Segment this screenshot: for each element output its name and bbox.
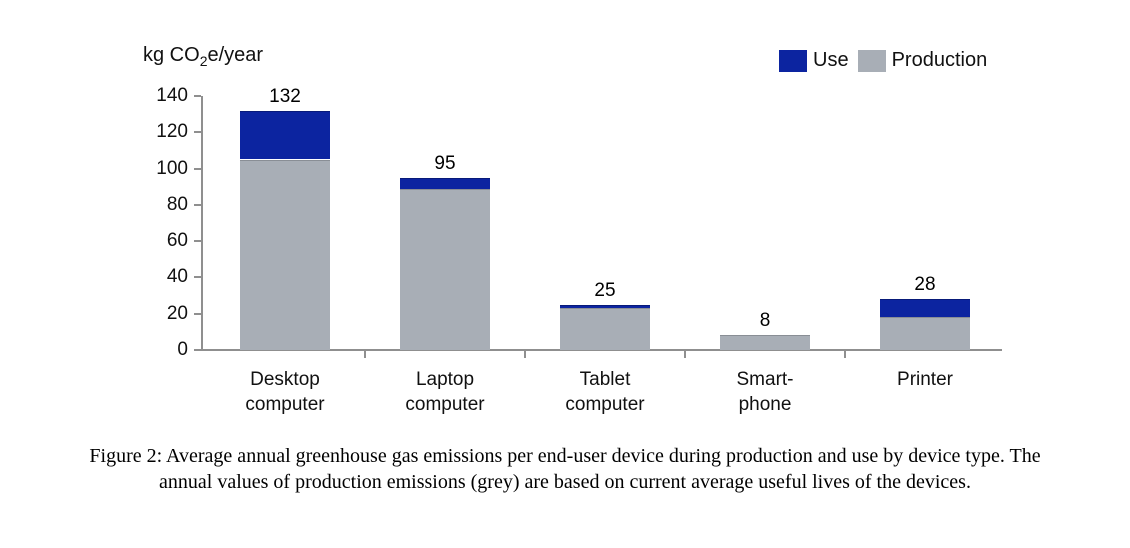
bar-segment-production [720, 335, 810, 350]
bar-segment-use [240, 110, 330, 160]
y-tick-label: 40 [166, 266, 188, 288]
x-tick-mark [364, 351, 366, 358]
category-label: Smart-phone [685, 367, 845, 417]
y-tick-label: 140 [156, 85, 188, 106]
category-label: Tablet computer [525, 367, 685, 417]
category-label-line: Smart- [736, 369, 794, 390]
y-tick-label: 120 [156, 121, 188, 143]
y-tick-mark [194, 167, 201, 170]
y-axis-title: kg CO2e/year [143, 44, 263, 69]
y-tick-label: 60 [166, 230, 188, 252]
bar-value-label: 95 [434, 152, 456, 174]
y-tick-mark [194, 131, 201, 134]
category-label: Desktop computer [205, 367, 365, 417]
y-tick-label: 20 [166, 302, 188, 324]
x-tick-mark [844, 351, 846, 358]
y-tick-mark [194, 312, 201, 315]
category-label: Laptop computer [365, 367, 525, 417]
figure-caption: Figure 2: Average annual greenhouse gas … [0, 443, 1130, 495]
category-label: Printer [845, 367, 1005, 392]
category-label-line: computer [245, 394, 325, 415]
bar-segment-production [880, 317, 970, 350]
y-axis-line [201, 96, 203, 351]
bar-value-label: 8 [759, 310, 771, 332]
y-tick-label: 0 [177, 339, 188, 360]
bar-segment-use [880, 299, 970, 318]
bar-segment-use [560, 304, 650, 309]
bar-segment-production [560, 308, 650, 350]
x-tick-mark [524, 351, 526, 358]
y-axis-title-prefix: kg CO [143, 44, 200, 66]
y-axis-title-subscript: 2 [199, 53, 208, 69]
bar-segment-use [400, 177, 490, 189]
figure-caption-line1: Figure 2: Average annual greenhouse gas … [89, 445, 1041, 467]
y-tick-label: 100 [156, 157, 188, 179]
legend: Use Production [779, 49, 996, 72]
y-tick-mark [194, 276, 201, 279]
category-label-line: Desktop [250, 369, 320, 390]
bar-value-label: 28 [914, 274, 936, 296]
legend-swatch-production [857, 49, 886, 72]
category-label-line: Tablet [579, 369, 631, 390]
category-label-line: computer [405, 394, 485, 415]
bar-value-label: 25 [594, 279, 616, 301]
y-tick-label: 80 [166, 193, 188, 215]
bar-value-label: 132 [269, 85, 301, 107]
x-tick-mark [684, 351, 686, 358]
category-label-line: computer [565, 394, 645, 415]
category-label-line: Printer [897, 369, 953, 390]
y-tick-mark [194, 349, 201, 351]
figure-caption-line2: annual values of production emissions (g… [159, 471, 971, 493]
x-axis-line [201, 349, 1002, 351]
legend-item-production: Production [857, 49, 988, 72]
legend-label-production: Production [891, 49, 988, 71]
y-axis-title-suffix: e/year [207, 44, 264, 66]
legend-label-use: Use [813, 49, 849, 71]
y-tick-mark [194, 240, 201, 243]
category-label-line: phone [738, 394, 792, 415]
legend-swatch-use [779, 49, 807, 72]
legend-item-use: Use [779, 49, 849, 72]
y-tick-mark [194, 95, 201, 97]
bar-segment-production [240, 159, 330, 350]
y-tick-mark [194, 203, 201, 206]
bar-segment-production [400, 188, 490, 350]
category-label-line: Laptop [415, 369, 475, 390]
